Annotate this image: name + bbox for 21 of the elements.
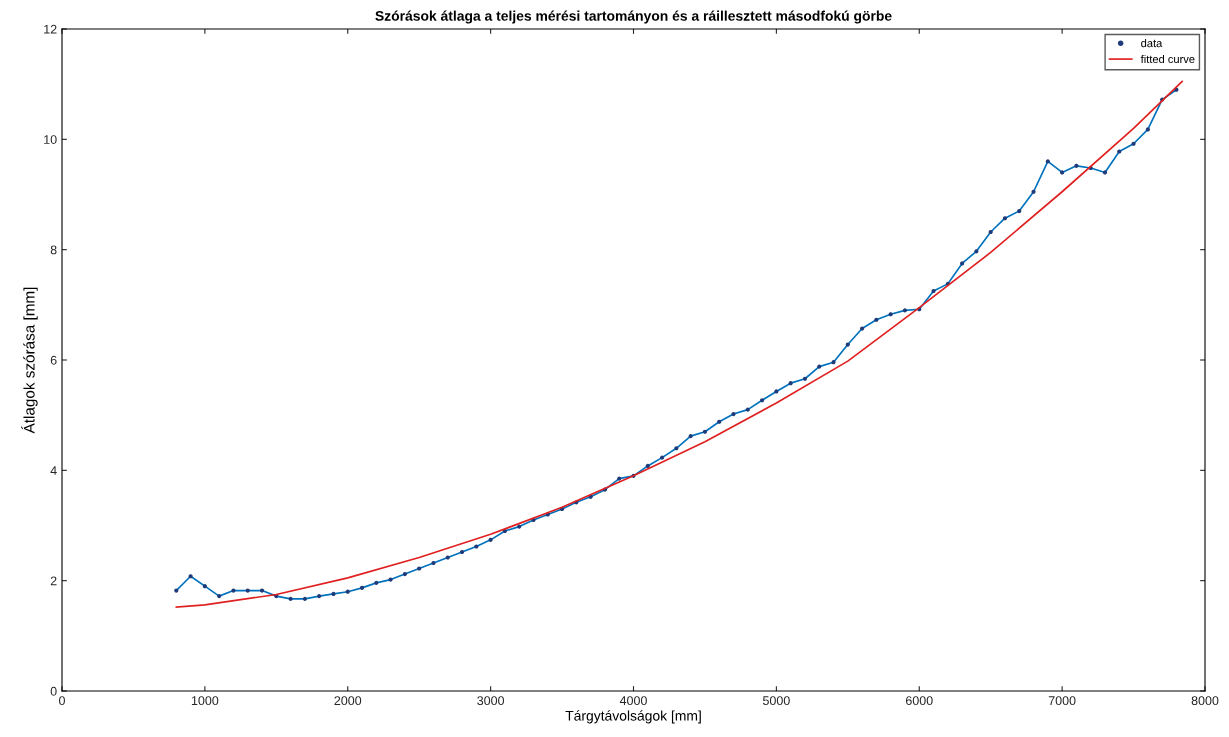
x-tick-label: 6000 [905, 696, 933, 706]
x-tick-label: 5000 [762, 696, 790, 706]
x-tick-label: 3000 [477, 696, 505, 706]
y-tick-label: 8 [50, 245, 57, 255]
x-tick-label: 4000 [619, 696, 647, 706]
chart-title: Szórások átlaga a teljes mérési tartományon és a ráillesztett másodfokú görbe [375, 10, 892, 24]
legend-label: data [1141, 39, 1163, 48]
x-tick-label: 1000 [191, 696, 219, 706]
x-tick-label: 8000 [1191, 696, 1219, 706]
y-tick-label: 0 [50, 686, 57, 696]
y-tick-label: 10 [44, 135, 57, 144]
y-axis-title: Átlagok szórása [mm] [21, 287, 38, 434]
x-tick-label: 7000 [1048, 696, 1076, 706]
y-tick-label: 6 [50, 355, 57, 365]
x-axis-title: Tárgytávolságok [mm] [565, 710, 701, 724]
y-tick-label: 2 [50, 576, 57, 586]
x-tick-label: 2000 [334, 696, 362, 706]
y-tick-label: 12 [44, 24, 57, 34]
x-tick-label: 0 [59, 696, 65, 706]
legend-label: fitted curve [1140, 54, 1195, 64]
y-tick-label: 4 [50, 466, 57, 475]
